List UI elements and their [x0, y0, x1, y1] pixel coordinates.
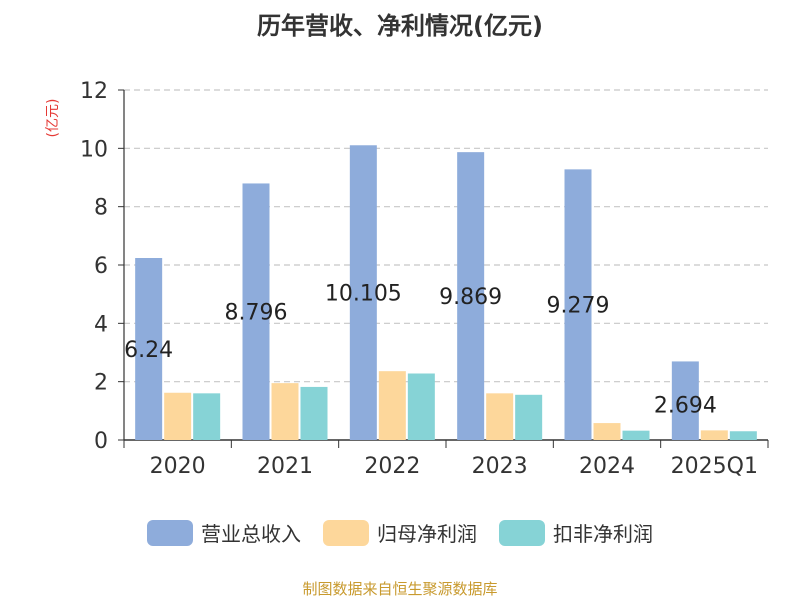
legend-label-net-profit: 归母净利润 — [377, 522, 477, 546]
legend-label-deducted-net-profit: 扣非净利润 — [553, 522, 653, 546]
bar-revenue — [457, 152, 485, 440]
bar-deducted-net-profit — [515, 394, 543, 440]
legend-swatch-deducted-net-profit — [499, 519, 545, 546]
bar-net-profit — [271, 383, 299, 440]
data-label-revenue: 9.279 — [547, 294, 610, 319]
y-tick-label: 0 — [94, 429, 108, 454]
data-label-revenue: 9.869 — [439, 285, 502, 310]
x-tick-label: 2025Q1 — [671, 454, 758, 479]
data-label-revenue: 2.694 — [654, 394, 717, 419]
bar-net-profit — [164, 392, 192, 440]
bar-revenue — [242, 183, 270, 440]
legend-swatch-net-profit — [323, 519, 369, 546]
data-label-revenue: 6.24 — [124, 338, 173, 363]
bar-deducted-net-profit — [729, 431, 757, 440]
y-tick-label: 2 — [94, 371, 108, 396]
x-tick-label: 2023 — [472, 454, 528, 479]
legend-item-revenue[interactable]: 营业总收入 — [147, 518, 301, 547]
bar-net-profit — [378, 371, 406, 440]
y-tick-label: 6 — [94, 254, 108, 279]
bar-deducted-net-profit — [300, 386, 328, 440]
legend-item-net-profit[interactable]: 归母净利润 — [323, 518, 477, 547]
legend-swatch-revenue — [147, 519, 193, 546]
y-tick-label: 4 — [94, 312, 108, 337]
legend-label-revenue: 营业总收入 — [201, 522, 301, 546]
bar-deducted-net-profit — [622, 430, 650, 440]
x-tick-label: 2020 — [150, 454, 206, 479]
legend-item-deducted-net-profit[interactable]: 扣非净利润 — [499, 518, 653, 547]
y-tick-label: 10 — [80, 137, 108, 162]
legend: 营业总收入 归母净利润 扣非净利润 — [0, 518, 800, 547]
x-tick-label: 2021 — [257, 454, 313, 479]
bar-deducted-net-profit — [407, 373, 435, 440]
bar-revenue — [564, 169, 592, 441]
y-tick-label: 8 — [94, 196, 108, 221]
bar-deducted-net-profit — [193, 393, 221, 440]
y-tick-label: 12 — [80, 79, 108, 104]
data-label-revenue: 8.796 — [225, 301, 288, 326]
bar-net-profit — [593, 423, 621, 440]
x-tick-label: 2022 — [364, 454, 420, 479]
bar-net-profit — [486, 393, 514, 440]
data-source-note: 制图数据来自恒生聚源数据库 — [302, 580, 498, 598]
bar-net-profit — [700, 430, 728, 440]
bar-revenue — [349, 145, 377, 441]
data-label-revenue: 10.105 — [325, 282, 402, 307]
bar-revenue — [135, 258, 163, 440]
x-tick-label: 2024 — [579, 454, 635, 479]
bar-revenue — [671, 361, 699, 440]
chart-title: 历年营收、净利情况(亿元) — [257, 12, 543, 40]
